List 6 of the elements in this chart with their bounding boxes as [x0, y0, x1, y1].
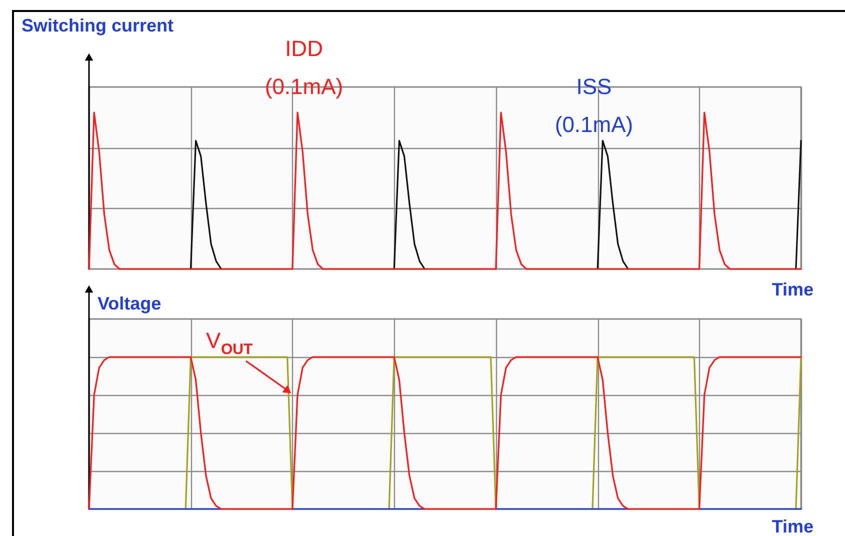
x-axis-title: Time [772, 516, 814, 536]
y-axis-title: Switching current [22, 16, 174, 36]
x-axis-title: Time [772, 280, 814, 300]
annotation: ISS (0.1mA) [554, 74, 634, 137]
text: IDD (0.1mA) [264, 36, 344, 99]
y-axis-title: Voltage [98, 294, 162, 314]
